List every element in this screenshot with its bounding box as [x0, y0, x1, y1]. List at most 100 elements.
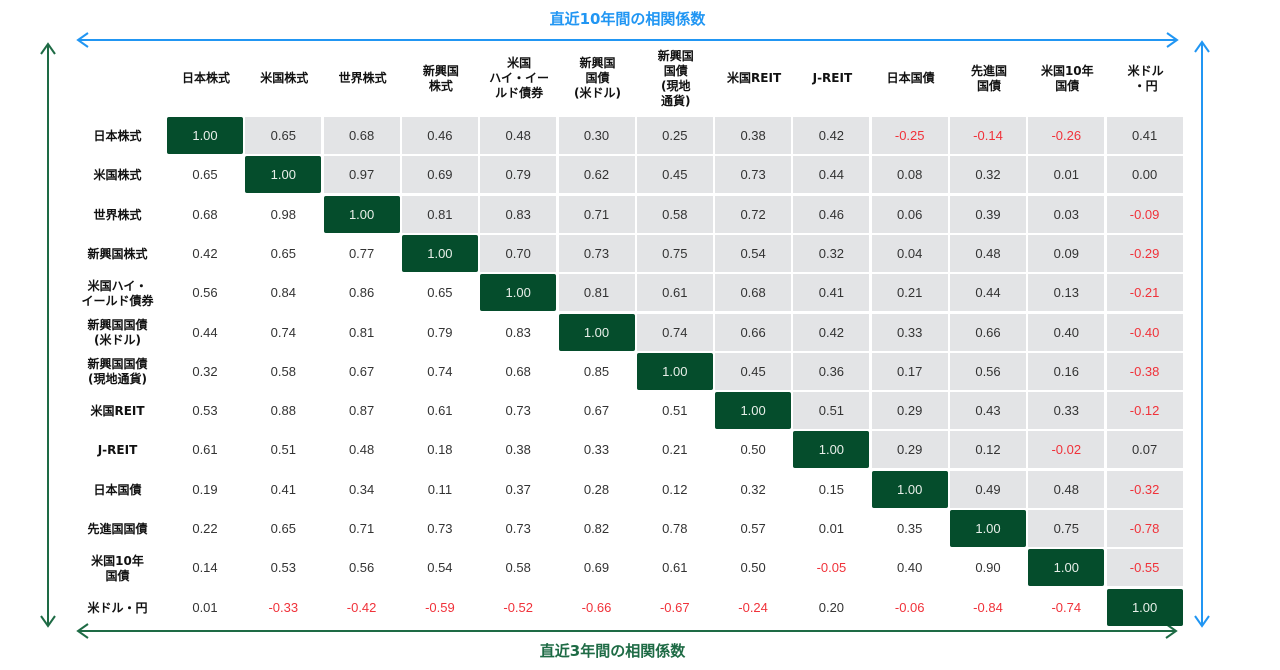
lower-cell-3y: 0.34 — [348, 481, 375, 497]
upper-cell-10y: 0.97 — [323, 156, 400, 194]
lower-cell-3y: 0.65 — [270, 245, 296, 261]
lower-cell-3y: 0.53 — [192, 403, 218, 419]
lower-cell-3y: 0.85 — [583, 363, 610, 379]
row-header: 新興国国債 (現地通貨) — [87, 357, 148, 387]
row-header: 米ドル・円 — [87, 600, 148, 615]
upper-cell-10y: -0.32 — [1106, 470, 1183, 508]
upper-cell-10y: 0.40 — [1028, 313, 1105, 351]
upper-cell-10y: 0.33 — [871, 313, 948, 351]
row-header: 米国ハイ・ イールド債券 — [81, 278, 154, 308]
diagonal-cell: 1.00 — [480, 274, 557, 312]
upper-cell-10y: 0.62 — [558, 156, 635, 194]
lower-cell-3y: 0.68 — [505, 363, 531, 379]
row-header: 新興国株式 — [87, 246, 148, 261]
lower-cell-3y: 0.73 — [505, 521, 531, 536]
lower-cell-3y: 0.88 — [270, 403, 296, 419]
lower-cell-3y: 0.87 — [348, 403, 375, 419]
column-header: 米国株式 — [260, 71, 309, 85]
row-header: 先進国国債 — [87, 522, 148, 536]
vertical-blue-double-arrow-icon — [1194, 40, 1210, 628]
upper-cell-10y: 0.70 — [480, 234, 557, 272]
upper-cell-10y: -0.40 — [1106, 313, 1183, 351]
lower-cell-3y: 0.58 — [270, 363, 296, 379]
lower-cell-3y: 0.61 — [427, 403, 453, 419]
vertical-green-double-arrow-icon — [40, 42, 56, 628]
lower-cell-3y: 0.98 — [270, 206, 296, 222]
upper-cell-10y: 0.00 — [1106, 156, 1183, 194]
row-header: 日本国債 — [93, 482, 142, 497]
lower-cell-3y: -0.05 — [816, 560, 847, 576]
upper-cell-10y: -0.14 — [950, 117, 1026, 154]
row-header: 米国10年 国債 — [91, 553, 144, 583]
column-header: 日本株式 — [181, 71, 230, 85]
lower-cell-3y: 0.54 — [427, 560, 453, 576]
lower-cell-3y: -0.84 — [973, 599, 1003, 615]
lower-cell-3y: 0.21 — [662, 442, 688, 458]
diagonal-cell: 1.00 — [871, 470, 948, 508]
lower-cell-3y: 0.73 — [427, 521, 453, 536]
diagonal-cell: 1.00 — [636, 352, 713, 390]
column-header: 米国 ハイ・イー ルド債券 — [489, 56, 550, 100]
upper-cell-10y: 0.30 — [558, 117, 635, 154]
upper-cell-10y: 0.41 — [793, 274, 870, 312]
upper-cell-10y: 0.43 — [950, 392, 1026, 430]
upper-cell-10y: 0.51 — [793, 392, 870, 430]
lower-cell-3y: 0.71 — [348, 521, 375, 536]
lower-cell-3y: 0.18 — [427, 442, 453, 458]
lower-cell-3y: 0.14 — [192, 560, 218, 576]
upper-cell-10y: -0.21 — [1106, 274, 1183, 312]
upper-cell-10y: 0.54 — [715, 234, 792, 272]
upper-cell-10y: 0.32 — [793, 234, 870, 272]
upper-cell-10y: 0.04 — [871, 234, 948, 272]
lower-cell-3y: 0.77 — [348, 245, 375, 261]
column-header: 日本国債 — [886, 71, 935, 85]
upper-cell-10y: 0.75 — [1028, 510, 1105, 547]
upper-cell-10y: 0.29 — [871, 392, 948, 430]
column-header: 世界株式 — [338, 71, 387, 85]
upper-cell-10y: 0.83 — [480, 195, 557, 233]
lower-cell-3y: 0.22 — [192, 521, 218, 536]
lower-cell-3y: 0.73 — [505, 403, 531, 419]
lower-cell-3y: 0.28 — [583, 481, 610, 497]
lower-cell-3y: -0.06 — [894, 599, 925, 615]
upper-cell-10y: 0.06 — [871, 195, 948, 233]
upper-cell-10y: 0.66 — [715, 313, 792, 351]
upper-cell-10y: 0.21 — [871, 274, 948, 312]
upper-cell-10y: 0.38 — [715, 117, 792, 154]
upper-cell-10y: 0.79 — [480, 156, 557, 194]
upper-cell-10y: 0.45 — [715, 352, 792, 390]
column-header: 米国10年 国債 — [1040, 63, 1094, 93]
diagonal-cell: 1.00 — [401, 234, 478, 272]
row-header: J-REIT — [97, 443, 138, 458]
row-header: 米国REIT — [90, 404, 145, 419]
lower-cell-3y: 0.81 — [348, 324, 375, 340]
lower-cell-3y: 0.01 — [192, 599, 218, 615]
upper-cell-10y: -0.26 — [1028, 117, 1105, 154]
upper-cell-10y: 0.16 — [1028, 352, 1105, 390]
upper-cell-10y: 0.56 — [950, 352, 1026, 390]
lower-cell-3y: 0.74 — [427, 363, 453, 379]
lower-cell-3y: 0.74 — [270, 324, 296, 340]
column-header: J-REIT — [812, 71, 853, 85]
upper-cell-10y: -0.38 — [1106, 352, 1183, 390]
upper-cell-10y: 0.29 — [871, 431, 948, 469]
column-header: 新興国 株式 — [422, 63, 459, 93]
diagonal-cell: 1.00 — [1028, 549, 1105, 587]
lower-cell-3y: 0.15 — [818, 481, 845, 497]
column-header: 米ドル ・円 — [1127, 63, 1164, 93]
horizontal-green-double-arrow-icon — [76, 623, 1178, 639]
upper-cell-10y: 0.03 — [1028, 195, 1105, 233]
lower-cell-3y: 0.12 — [662, 481, 688, 497]
lower-cell-3y: -0.74 — [1051, 599, 1082, 615]
lower-cell-3y: 0.35 — [897, 521, 923, 536]
upper-cell-10y: 0.49 — [950, 470, 1026, 508]
upper-cell-10y: 0.12 — [950, 431, 1026, 469]
upper-cell-10y: 0.46 — [401, 117, 478, 154]
diagonal-cell: 1.00 — [245, 156, 322, 194]
upper-cell-10y: -0.29 — [1106, 234, 1183, 272]
upper-cell-10y: 0.74 — [636, 313, 713, 351]
lower-cell-3y: 0.61 — [662, 560, 688, 576]
upper-cell-10y: 0.65 — [245, 117, 322, 154]
lower-cell-3y: 0.56 — [348, 560, 375, 576]
upper-cell-10y: 0.66 — [950, 313, 1026, 351]
